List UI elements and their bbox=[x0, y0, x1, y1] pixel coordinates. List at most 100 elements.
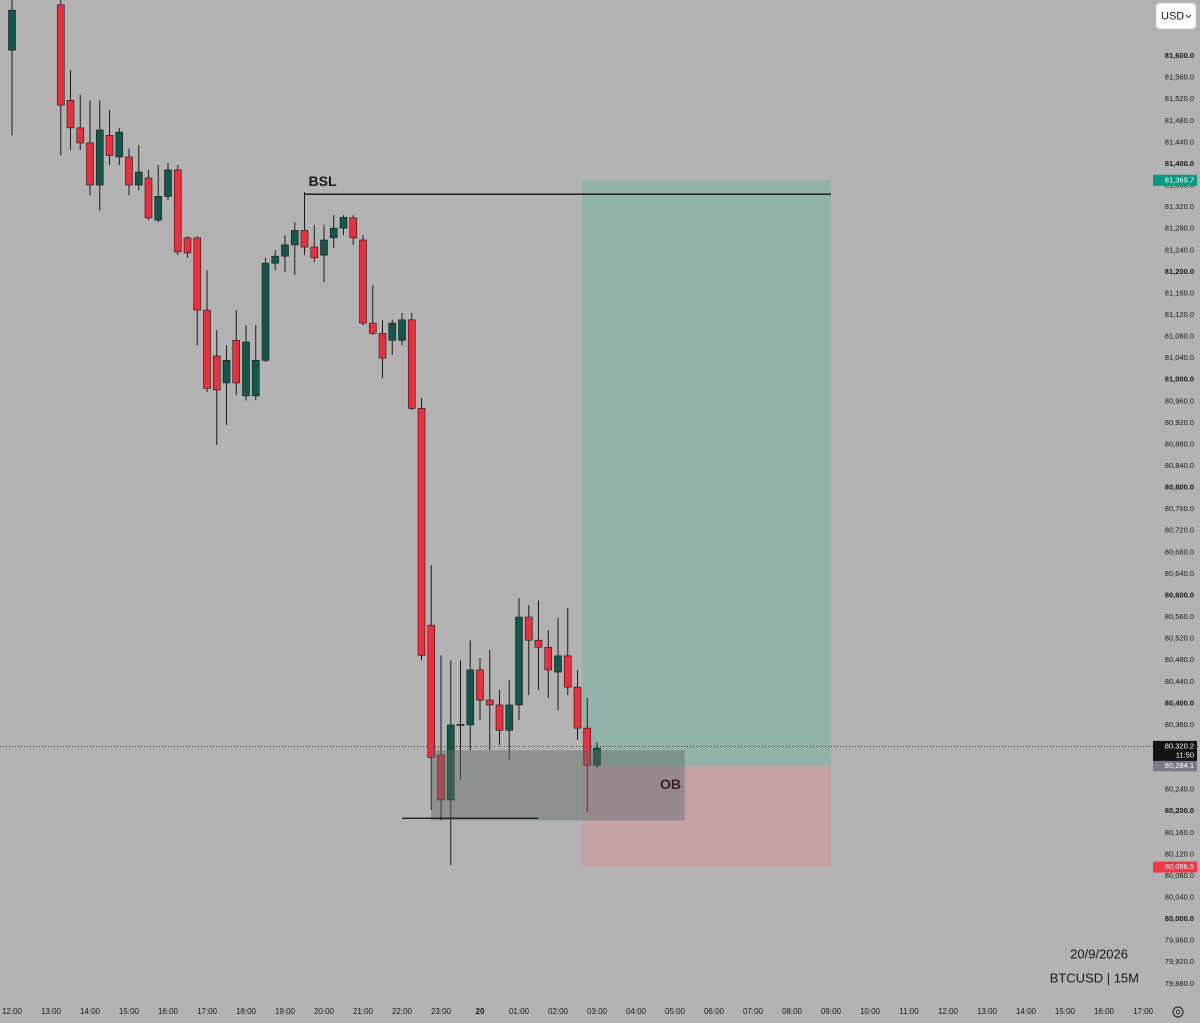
candle-body bbox=[407, 319, 416, 409]
y-tick-label: 80,920.0 bbox=[1165, 418, 1194, 427]
y-tick-label: 80,840.0 bbox=[1165, 461, 1194, 470]
candle-body bbox=[368, 322, 377, 334]
candle-body bbox=[534, 639, 543, 648]
candle-body bbox=[290, 230, 299, 246]
candle-body bbox=[427, 624, 436, 758]
y-tick-label: 80,200.0 bbox=[1165, 806, 1194, 815]
candle-body bbox=[495, 704, 504, 731]
x-tick-label: 15:00 bbox=[119, 1007, 140, 1016]
y-tick-label: 80,000.0 bbox=[1165, 914, 1194, 923]
candle-body bbox=[583, 727, 592, 766]
y-tick-label: 79,880.0 bbox=[1165, 979, 1194, 988]
y-tick-label: 81,200.0 bbox=[1165, 267, 1194, 276]
candle-body bbox=[554, 655, 562, 673]
candle-body bbox=[466, 669, 475, 726]
x-tick-label: 10:00 bbox=[860, 1007, 881, 1016]
candle-body bbox=[105, 135, 114, 156]
y-tick-label: 81,560.0 bbox=[1165, 73, 1194, 82]
y-tick-label: 80,640.0 bbox=[1165, 569, 1194, 578]
last-price-tag bbox=[1153, 740, 1197, 761]
entry-tag bbox=[1153, 760, 1197, 772]
y-tick-label: 81,520.0 bbox=[1165, 94, 1194, 103]
y-tick-label: 80,520.0 bbox=[1165, 634, 1194, 643]
candle-body bbox=[66, 100, 75, 129]
y-tick-label: 80,400.0 bbox=[1165, 698, 1194, 707]
stop-tag bbox=[1153, 861, 1197, 873]
y-tick-label: 80,600.0 bbox=[1165, 590, 1194, 599]
y-tick-label: 81,600.0 bbox=[1165, 51, 1194, 60]
x-tick-label: 05:00 bbox=[665, 1007, 686, 1016]
candle-body bbox=[8, 9, 16, 51]
y-tick-label: 80,080.0 bbox=[1165, 871, 1194, 880]
x-tick-label: 03:00 bbox=[587, 1007, 608, 1016]
candle-body bbox=[251, 360, 260, 397]
candle-body bbox=[563, 655, 572, 688]
x-tick-label: 23:00 bbox=[431, 1007, 452, 1016]
candle-body bbox=[505, 704, 514, 731]
candle-body bbox=[349, 217, 358, 239]
y-tick-label: 80,120.0 bbox=[1165, 849, 1194, 858]
candle-body bbox=[115, 131, 124, 158]
candle-body bbox=[222, 360, 231, 384]
countdown-label: 11:50 bbox=[1176, 750, 1194, 759]
y-tick-label: 80,240.0 bbox=[1165, 785, 1194, 794]
y-tick-label: 81,280.0 bbox=[1165, 224, 1194, 233]
loss-zone bbox=[582, 765, 831, 868]
y-tick-label: 81,480.0 bbox=[1165, 116, 1194, 125]
y-tick-label: 80,440.0 bbox=[1165, 677, 1194, 686]
y-tick-label: 80,480.0 bbox=[1165, 655, 1194, 664]
x-tick-label: 20 bbox=[476, 1007, 485, 1016]
candle-body bbox=[300, 230, 309, 248]
candle-body bbox=[515, 616, 523, 706]
y-tick-label: 80,720.0 bbox=[1165, 526, 1194, 535]
x-tick-label: 18:00 bbox=[236, 1007, 257, 1016]
y-tick-label: 80,880.0 bbox=[1165, 439, 1194, 448]
x-tick-label: 13:00 bbox=[41, 1007, 62, 1016]
x-tick-label: 04:00 bbox=[626, 1007, 647, 1016]
order-block bbox=[431, 750, 685, 821]
y-tick-label: 81,320.0 bbox=[1165, 202, 1194, 211]
candle-body bbox=[524, 616, 533, 641]
y-tick-label: 80,760.0 bbox=[1165, 504, 1194, 513]
x-tick-label: 16:00 bbox=[158, 1007, 179, 1016]
y-tick-label: 81,440.0 bbox=[1165, 137, 1194, 146]
x-tick-label: 14:00 bbox=[80, 1007, 101, 1016]
candle-body bbox=[134, 171, 143, 186]
last-price-tag-label: 80,320.2 bbox=[1165, 741, 1194, 750]
y-tick-label: 79,960.0 bbox=[1165, 936, 1194, 945]
candle-body bbox=[203, 309, 211, 389]
order-block-label: OB bbox=[660, 776, 681, 792]
settings-ring bbox=[1172, 1006, 1184, 1018]
candle-body bbox=[417, 408, 426, 656]
candle-body bbox=[125, 156, 133, 186]
candle-body bbox=[398, 319, 406, 341]
candle-body bbox=[339, 217, 348, 229]
y-tick-label: 81,040.0 bbox=[1165, 353, 1194, 362]
settings-icon[interactable] bbox=[1172, 1006, 1184, 1018]
candle-body bbox=[144, 177, 153, 219]
x-tick-label: 11:00 bbox=[899, 1007, 919, 1016]
candle-body bbox=[271, 255, 280, 264]
candle-body bbox=[183, 237, 192, 254]
stop-tag-label: 80,096.5 bbox=[1165, 862, 1194, 871]
candle-body bbox=[95, 129, 104, 186]
entry-tag-label: 80,284.1 bbox=[1165, 761, 1194, 770]
x-tick-label: 07:00 bbox=[743, 1007, 764, 1016]
y-tick-label: 81,240.0 bbox=[1165, 245, 1194, 254]
currency-label: USD bbox=[1161, 10, 1184, 22]
candle-body bbox=[86, 142, 94, 186]
x-tick-label: 02:00 bbox=[548, 1007, 569, 1016]
candle-body bbox=[544, 646, 553, 671]
x-tick-label: 22:00 bbox=[392, 1007, 413, 1016]
x-tick-label: 21:00 bbox=[353, 1007, 374, 1016]
x-tick-label: 06:00 bbox=[704, 1007, 725, 1016]
currency-button[interactable] bbox=[1155, 2, 1197, 30]
x-tick-label: 12:00 bbox=[2, 1007, 23, 1016]
candle-body bbox=[437, 754, 445, 801]
y-tick-label: 80,360.0 bbox=[1165, 720, 1194, 729]
x-tick-label: 20:00 bbox=[314, 1007, 335, 1016]
y-tick-label: 81,120.0 bbox=[1165, 310, 1194, 319]
candle-body bbox=[593, 747, 601, 766]
